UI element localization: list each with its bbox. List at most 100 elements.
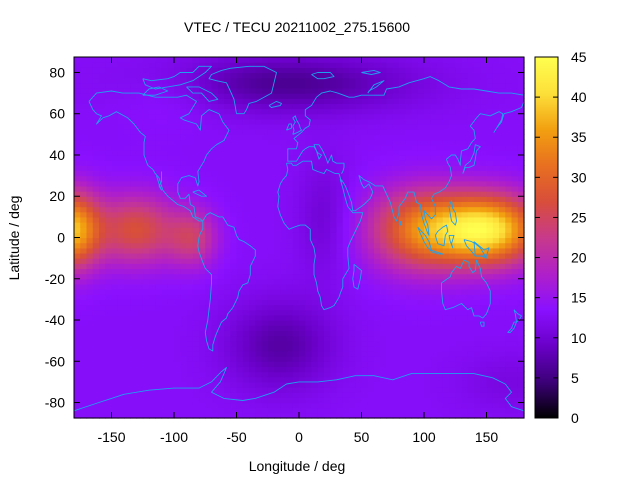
heatmap-cell bbox=[224, 345, 231, 352]
heatmap-cell bbox=[130, 273, 138, 280]
heatmap-cell bbox=[499, 180, 506, 187]
heatmap-cell bbox=[142, 165, 150, 172]
heatmap-cell bbox=[480, 407, 488, 414]
heatmap-cell bbox=[511, 376, 519, 383]
heatmap-cell bbox=[149, 376, 156, 383]
heatmap-cell bbox=[436, 201, 444, 208]
heatmap-cell bbox=[324, 387, 331, 393]
heatmap-cell bbox=[505, 345, 513, 352]
heatmap-cell bbox=[180, 222, 188, 228]
heatmap-cell bbox=[111, 139, 119, 146]
heatmap-cell bbox=[74, 304, 81, 311]
heatmap-cell bbox=[136, 180, 144, 187]
heatmap-cell bbox=[217, 103, 225, 110]
heatmap-cell bbox=[505, 242, 513, 249]
heatmap-cell bbox=[217, 242, 225, 249]
heatmap-cell bbox=[92, 325, 100, 331]
heatmap-cell bbox=[205, 407, 213, 414]
heatmap-cell bbox=[105, 62, 113, 68]
heatmap-cell bbox=[167, 222, 175, 228]
heatmap-cell bbox=[249, 237, 256, 244]
heatmap-cell bbox=[192, 227, 200, 233]
heatmap-cell bbox=[242, 268, 250, 275]
heatmap-cell bbox=[211, 381, 219, 388]
heatmap-cell bbox=[499, 211, 506, 218]
heatmap-cell bbox=[430, 77, 438, 84]
heatmap-cell bbox=[405, 154, 413, 161]
heatmap-cell bbox=[92, 252, 100, 259]
heatmap-cell bbox=[230, 175, 238, 182]
heatmap-cell bbox=[424, 366, 431, 373]
heatmap-cell bbox=[392, 222, 400, 228]
heatmap-cell bbox=[161, 216, 169, 223]
heatmap-cell bbox=[211, 371, 219, 378]
heatmap-cell bbox=[380, 371, 388, 378]
heatmap-cell bbox=[461, 98, 469, 105]
heatmap-cell bbox=[505, 103, 513, 110]
heatmap-cell bbox=[92, 134, 100, 141]
heatmap-cell bbox=[186, 185, 194, 192]
heatmap-cell bbox=[405, 397, 413, 404]
heatmap-cell bbox=[111, 160, 119, 166]
heatmap-cell bbox=[411, 108, 419, 115]
heatmap-cell bbox=[299, 118, 306, 125]
heatmap-cell bbox=[124, 304, 131, 311]
heatmap-cell bbox=[174, 93, 181, 99]
heatmap-cell bbox=[105, 129, 113, 135]
heatmap-cell bbox=[424, 108, 431, 115]
heatmap-cell bbox=[255, 211, 263, 218]
heatmap-cell bbox=[311, 72, 319, 79]
heatmap-cell bbox=[305, 154, 313, 161]
heatmap-cell bbox=[317, 325, 325, 331]
heatmap-cell bbox=[424, 412, 431, 419]
heatmap-cell bbox=[311, 201, 319, 208]
heatmap-cell bbox=[499, 258, 506, 264]
heatmap-cell bbox=[355, 402, 363, 409]
heatmap-cell bbox=[205, 77, 213, 84]
heatmap-cell bbox=[99, 201, 106, 208]
heatmap-cell bbox=[161, 222, 169, 228]
heatmap-cell bbox=[505, 222, 513, 228]
heatmap-cell bbox=[361, 87, 369, 94]
heatmap-cell bbox=[305, 376, 313, 383]
heatmap-cell bbox=[342, 371, 350, 378]
heatmap-cell bbox=[411, 350, 419, 357]
heatmap-cell bbox=[105, 402, 113, 409]
heatmap-cell bbox=[455, 387, 463, 393]
heatmap-cell bbox=[299, 412, 306, 419]
heatmap-cell bbox=[130, 118, 138, 125]
heatmap-cell bbox=[392, 149, 400, 156]
heatmap-cell bbox=[355, 412, 363, 419]
heatmap-cell bbox=[217, 191, 225, 197]
heatmap-cell bbox=[330, 134, 338, 141]
heatmap-cell bbox=[280, 361, 288, 368]
heatmap-cell bbox=[474, 376, 481, 383]
heatmap-cell bbox=[167, 397, 175, 404]
heatmap-cell bbox=[392, 118, 400, 125]
heatmap-cell bbox=[430, 67, 438, 74]
heatmap-cell bbox=[136, 108, 144, 115]
heatmap-cell bbox=[74, 263, 81, 270]
heatmap-cell bbox=[455, 381, 463, 388]
heatmap-cell bbox=[374, 402, 381, 409]
heatmap-cell bbox=[467, 314, 475, 321]
heatmap-cell bbox=[455, 283, 463, 290]
heatmap-cell bbox=[217, 175, 225, 182]
heatmap-cell bbox=[324, 170, 331, 177]
heatmap-cell bbox=[86, 387, 94, 393]
heatmap-cell bbox=[424, 356, 431, 362]
heatmap-cell bbox=[467, 227, 475, 233]
heatmap-cell bbox=[255, 82, 263, 89]
heatmap-cell bbox=[486, 325, 494, 331]
heatmap-cell bbox=[411, 356, 419, 362]
heatmap-cell bbox=[274, 299, 281, 306]
heatmap-cell bbox=[505, 82, 513, 89]
heatmap-cell bbox=[249, 170, 256, 177]
heatmap-cell bbox=[436, 62, 444, 68]
heatmap-cell bbox=[180, 350, 188, 357]
heatmap-cell bbox=[305, 93, 313, 99]
heatmap-cell bbox=[199, 412, 206, 419]
heatmap-cell bbox=[324, 77, 331, 84]
heatmap-cell bbox=[349, 407, 356, 414]
heatmap-cell bbox=[111, 82, 119, 89]
